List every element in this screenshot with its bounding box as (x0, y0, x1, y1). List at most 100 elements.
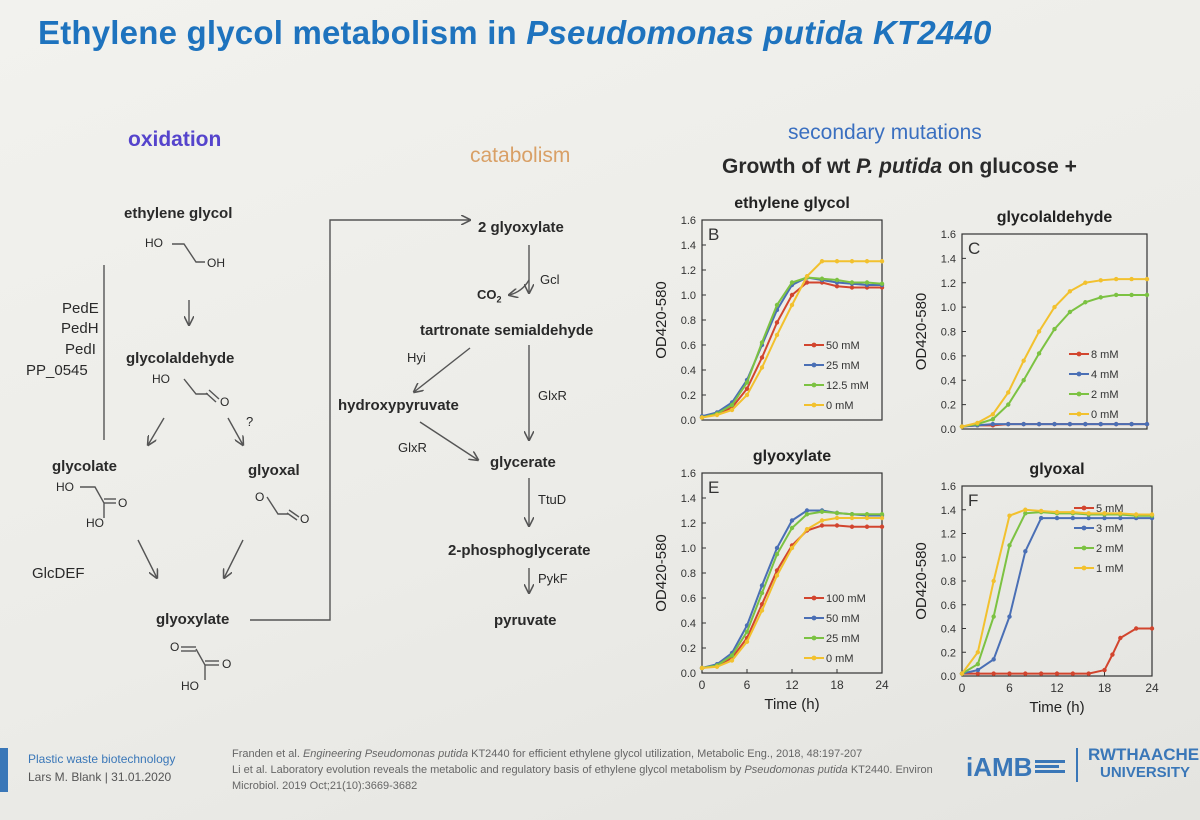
legend-marker (811, 615, 817, 621)
data-point (864, 259, 870, 264)
chart-glyoxylate: glyoxylate E 0.0 0.2 0.4 0.6 0.8 1.0 1.2 1.4 1.6 OD… (653, 448, 889, 713)
data-point (1113, 276, 1119, 282)
y-tick-label: 0.8 (681, 568, 696, 580)
data-point (991, 671, 996, 676)
data-point (759, 583, 765, 588)
ethylene-glycol-label: ethylene glycol (124, 205, 233, 222)
data-point (879, 512, 885, 517)
data-point (1007, 671, 1012, 676)
y-tick-label: 1.6 (941, 229, 956, 241)
data-point (975, 420, 980, 426)
data-point (729, 658, 735, 663)
glyox-ho: HO (181, 679, 199, 693)
data-point (1054, 671, 1060, 676)
data-point (1083, 421, 1088, 427)
data-point (774, 332, 780, 338)
data-point (744, 639, 750, 644)
glcdef-label: GlcDEF (32, 565, 85, 582)
gly-o: O (118, 496, 128, 510)
data-point (774, 573, 780, 578)
eg-oh: OH (207, 256, 225, 270)
x-tick-label: 24 (875, 678, 889, 692)
data-point (804, 274, 810, 279)
heading-secondary-mutations: secondary mutations (788, 121, 982, 144)
data-point (1021, 358, 1026, 363)
heading-oxidation: oxidation (128, 128, 222, 151)
data-point (849, 285, 855, 290)
data-point (774, 320, 780, 325)
reference-3: Microbiol. 2019 Oct;21(10):3669-3682 (232, 780, 418, 792)
pykf-label: PykF (538, 571, 568, 586)
data-point (975, 667, 981, 673)
data-point (744, 380, 750, 385)
rwth-logo-top: RWTHAACHEN (1088, 745, 1200, 764)
data-point (819, 259, 825, 264)
glxr-label-2: GlxR (398, 440, 427, 455)
growth-prefix: Growth of wt (722, 155, 857, 178)
logo-divider (1076, 748, 1078, 782)
x-tick-label: 6 (1006, 681, 1013, 695)
data-point (804, 280, 810, 285)
x-axis-label: Time (h) (1029, 699, 1084, 716)
y-tick-label: 0.0 (681, 415, 696, 427)
data-point (1006, 421, 1011, 427)
legend-label: 2 mM (1091, 389, 1119, 401)
y-tick-label: 0.4 (681, 618, 696, 630)
data-point (1086, 671, 1091, 676)
data-point (1129, 292, 1134, 298)
chart-title: glyoxylate (753, 448, 831, 465)
data-point (1129, 276, 1134, 282)
y-tick-label: 0.4 (681, 365, 696, 377)
data-point (1098, 421, 1103, 427)
data-point (759, 365, 765, 370)
legend-marker (811, 595, 817, 601)
data-point (789, 292, 795, 298)
data-point (975, 671, 981, 676)
data-point (834, 277, 840, 283)
data-point (1102, 511, 1107, 516)
glycolate-label: glycolate (52, 458, 118, 475)
data-point (714, 412, 720, 418)
legend-marker (1076, 351, 1082, 357)
data-point (1102, 667, 1107, 673)
hydroxypyruvate-label: hydroxypyruvate (338, 397, 459, 414)
data-point (1023, 671, 1028, 676)
ref1-authors: Franden et al. (232, 748, 303, 760)
data-point (991, 657, 996, 662)
data-point (879, 524, 885, 529)
y-tick-label: 0.8 (941, 576, 956, 588)
tartronate-label: tartronate semialdehyde (420, 322, 594, 339)
data-point (834, 515, 840, 521)
glyox-o1: O (170, 640, 180, 654)
y-tick-label: 1.6 (681, 468, 696, 480)
y-tick-label: 1.6 (941, 481, 956, 493)
y-axis-label: OD420-580 (653, 281, 670, 359)
series-line (962, 627, 1152, 675)
y-tick-label: 0.0 (941, 671, 956, 683)
data-point (1006, 402, 1011, 407)
series-line (961, 508, 1152, 675)
legend-marker (811, 382, 817, 388)
chart-title: glyoxal (1029, 461, 1084, 478)
glxr-label-1: GlxR (538, 388, 567, 403)
glycolaldehyde-label: glycolaldehyde (126, 350, 235, 367)
enzyme-pedh: PedH (61, 320, 99, 337)
legend-label: 5 mM (1096, 503, 1124, 515)
x-tick-label: 12 (1050, 681, 1064, 695)
co2-label: CO2 (477, 287, 502, 305)
iamb-logo: iAMB (966, 752, 1033, 782)
co2-text: CO (477, 287, 497, 302)
y-axis-label: OD420-580 (913, 542, 930, 620)
y-tick-label: 1.6 (681, 215, 696, 227)
gcl-label: Gcl (540, 272, 560, 287)
y-tick-label: 0.2 (681, 643, 696, 655)
data-point (744, 629, 750, 634)
data-point (959, 424, 965, 429)
data-point (879, 515, 885, 521)
data-point (1144, 421, 1150, 427)
y-axis-label: OD420-580 (653, 534, 670, 612)
data-point (729, 653, 735, 658)
data-point (1023, 507, 1028, 512)
legend-label: 50 mM (826, 340, 860, 352)
question-mark: ? (246, 414, 254, 429)
